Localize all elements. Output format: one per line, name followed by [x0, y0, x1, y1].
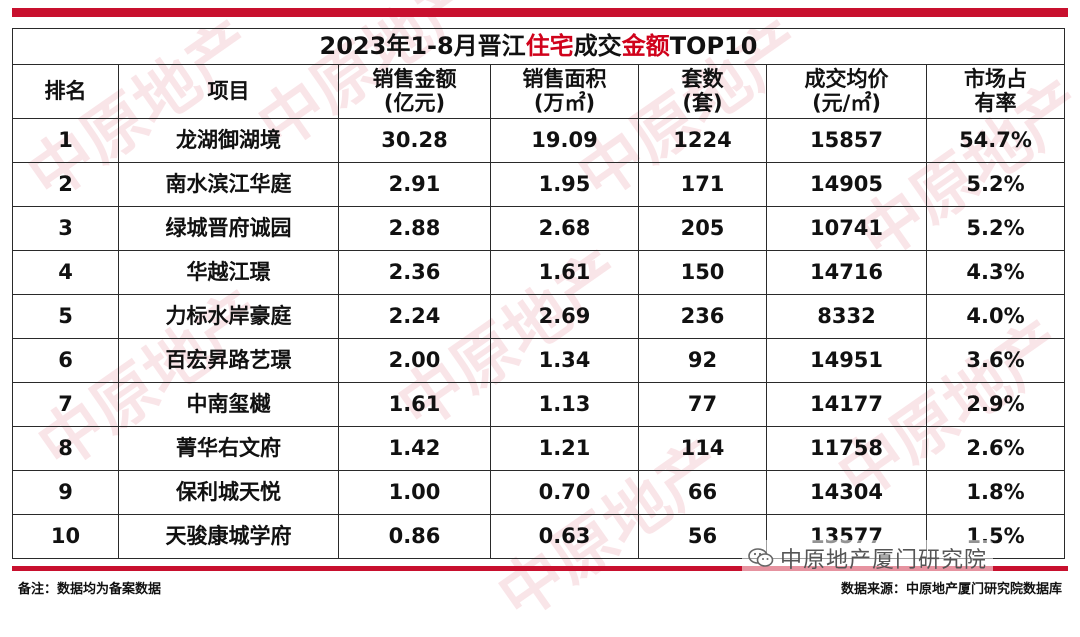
cell-share: 2.6%	[926, 426, 1065, 471]
cell-area: 1.34	[490, 338, 639, 383]
wechat-icon	[748, 548, 774, 567]
cell-amount: 1.61	[338, 382, 491, 427]
cell-share: 4.3%	[926, 250, 1065, 295]
cell-share: 1.8%	[926, 470, 1065, 515]
cell-project: 力标水岸豪庭	[118, 294, 339, 339]
table-row: 3 绿城晋府诚园 2.88 2.68 205 10741 5.2%	[12, 206, 1065, 251]
cell-amount: 2.88	[338, 206, 491, 251]
title-highlight-residential: 住宅	[525, 32, 574, 61]
cell-project: 天骏康城学府	[118, 514, 339, 559]
cell-project: 南水滨江华庭	[118, 162, 339, 207]
cell-amount: 30.28	[338, 118, 491, 163]
top-red-bar	[12, 8, 1068, 17]
cell-amount: 2.24	[338, 294, 491, 339]
cell-price: 14177	[766, 382, 927, 427]
header-rank: 排名	[12, 64, 119, 119]
cell-project: 华越江璟	[118, 250, 339, 295]
cell-project: 百宏昇路艺璟	[118, 338, 339, 383]
title-highlight-amount: 金额	[621, 32, 670, 61]
table-row: 8 菁华右文府 1.42 1.21 114 11758 2.6%	[12, 426, 1065, 471]
cell-price: 15857	[766, 118, 927, 163]
cell-area: 19.09	[490, 118, 639, 163]
cell-project: 中南玺樾	[118, 382, 339, 427]
cell-rank: 9	[12, 470, 119, 515]
table-row: 1 龙湖御湖境 30.28 19.09 1224 15857 54.7%	[12, 118, 1065, 163]
cell-price: 14905	[766, 162, 927, 207]
cell-project: 菁华右文府	[118, 426, 339, 471]
cell-rank: 2	[12, 162, 119, 207]
cell-share: 54.7%	[926, 118, 1065, 163]
cell-area: 1.13	[490, 382, 639, 427]
cell-area: 2.69	[490, 294, 639, 339]
cell-area: 1.21	[490, 426, 639, 471]
table-row: 7 中南玺樾 1.61 1.13 77 14177 2.9%	[12, 382, 1065, 427]
cell-amount: 2.36	[338, 250, 491, 295]
cell-area: 1.95	[490, 162, 639, 207]
cell-rank: 10	[12, 514, 119, 559]
footer-source: 数据来源：中原地产厦门研究院数据库	[840, 582, 1062, 597]
table-row: 9 保利城天悦 1.00 0.70 66 14304 1.8%	[12, 470, 1065, 515]
cell-project: 龙湖御湖境	[118, 118, 339, 163]
cell-price: 10741	[766, 206, 927, 251]
cell-rank: 6	[12, 338, 119, 383]
table-row: 4 华越江璟 2.36 1.61 150 14716 4.3%	[12, 250, 1065, 295]
cell-share: 2.9%	[926, 382, 1065, 427]
header-units: 套数 (套)	[638, 64, 767, 119]
footer-note: 备注：数据均为备案数据	[18, 582, 162, 597]
cell-units: 77	[638, 382, 767, 427]
cell-share: 5.2%	[926, 162, 1065, 207]
cell-area: 2.68	[490, 206, 639, 251]
cell-price: 8332	[766, 294, 927, 339]
cell-price: 14951	[766, 338, 927, 383]
header-area: 销售面积 (万㎡)	[490, 64, 639, 119]
table-row: 2 南水滨江华庭 2.91 1.95 171 14905 5.2%	[12, 162, 1065, 207]
cell-rank: 3	[12, 206, 119, 251]
cell-units: 114	[638, 426, 767, 471]
cell-price: 14716	[766, 250, 927, 295]
cell-rank: 4	[12, 250, 119, 295]
cell-units: 150	[638, 250, 767, 295]
cell-rank: 5	[12, 294, 119, 339]
table-row: 10 天骏康城学府 0.86 0.63 56 13577 1.5%	[12, 514, 1065, 559]
cell-units: 236	[638, 294, 767, 339]
wechat-logo: 中原地产厦门研究院	[742, 540, 994, 576]
cell-units: 66	[638, 470, 767, 515]
cell-units: 171	[638, 162, 767, 207]
top10-table: 2023年1-8月晋江住宅成交金额TOP10 排名 项目 销售金额 (亿元) 销售…	[12, 28, 1065, 559]
header-price: 成交均价 (元/㎡)	[766, 64, 927, 119]
cell-share: 4.0%	[926, 294, 1065, 339]
cell-units: 1224	[638, 118, 767, 163]
cell-amount: 2.00	[338, 338, 491, 383]
cell-amount: 2.91	[338, 162, 491, 207]
cell-share: 5.2%	[926, 206, 1065, 251]
cell-units: 92	[638, 338, 767, 383]
cell-area: 1.61	[490, 250, 639, 295]
table-title: 2023年1-8月晋江住宅成交金额TOP10	[12, 28, 1065, 65]
cell-price: 11758	[766, 426, 927, 471]
logo-text: 中原地产厦门研究院	[780, 548, 988, 573]
cell-amount: 1.42	[338, 426, 491, 471]
cell-project: 绿城晋府诚园	[118, 206, 339, 251]
cell-share: 3.6%	[926, 338, 1065, 383]
cell-rank: 1	[12, 118, 119, 163]
header-share: 市场占 有率	[926, 64, 1065, 119]
cell-project: 保利城天悦	[118, 470, 339, 515]
header-amount: 销售金额 (亿元)	[338, 64, 491, 119]
cell-amount: 1.00	[338, 470, 491, 515]
cell-area: 0.70	[490, 470, 639, 515]
table-row: 5 力标水岸豪庭 2.24 2.69 236 8332 4.0%	[12, 294, 1065, 339]
cell-price: 14304	[766, 470, 927, 515]
header-project: 项目	[118, 64, 339, 119]
cell-units: 205	[638, 206, 767, 251]
cell-area: 0.63	[490, 514, 639, 559]
cell-rank: 7	[12, 382, 119, 427]
cell-amount: 0.86	[338, 514, 491, 559]
cell-rank: 8	[12, 426, 119, 471]
table-row: 6 百宏昇路艺璟 2.00 1.34 92 14951 3.6%	[12, 338, 1065, 383]
bottom-red-bar	[12, 566, 1068, 571]
